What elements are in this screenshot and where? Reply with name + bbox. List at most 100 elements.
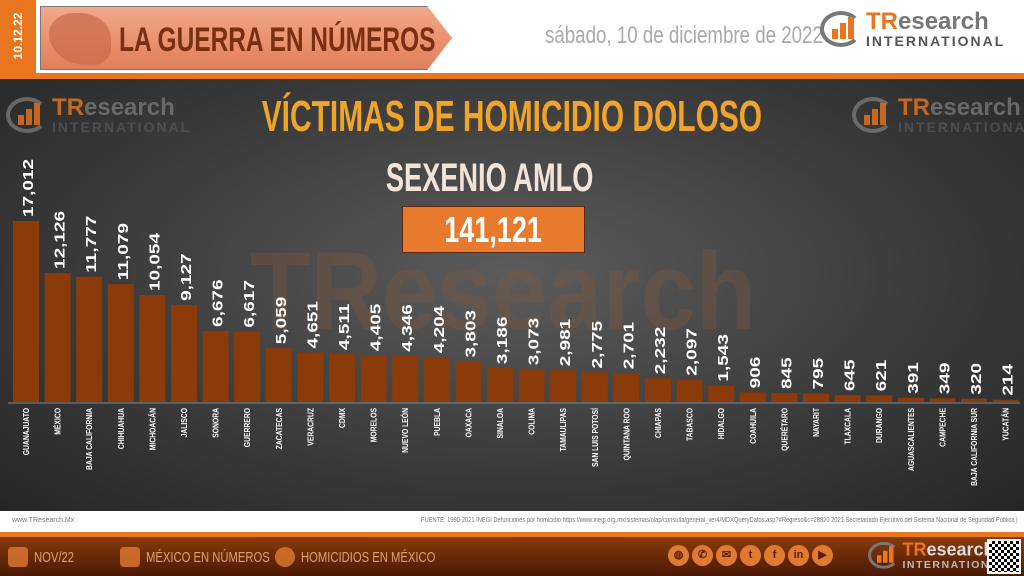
category-label: ZACATECAS — [274, 408, 284, 449]
bar — [645, 378, 671, 402]
bar — [202, 330, 229, 402]
bar — [234, 331, 261, 402]
data-label: 3,186 — [493, 317, 511, 365]
whatsapp-icon[interactable]: ✆ — [692, 545, 713, 566]
data-label: 1,543 — [714, 334, 732, 382]
category-label: TABASCO — [685, 408, 695, 441]
data-label: 621 — [872, 359, 890, 391]
bar — [171, 304, 197, 402]
data-label: 5,059 — [272, 297, 290, 345]
category-label: COAHUILA — [748, 407, 758, 443]
chart-subtitle: SEXENIO AMLO — [386, 156, 594, 200]
data-label: 4,204 — [430, 305, 448, 353]
header-date: sábado, 10 de diciembre de 2022 — [545, 22, 823, 49]
footer-item-mexico[interactable]: MÉXICO EN NÚMEROS — [120, 547, 311, 567]
data-label: 645 — [840, 359, 858, 391]
bar — [44, 272, 71, 402]
data-label: 6,676 — [208, 279, 226, 327]
chart-title: VÍCTIMAS DE HOMICIDIO DOLOSO — [261, 92, 763, 141]
bar — [834, 395, 861, 402]
category-label: MÉXICO — [53, 408, 63, 435]
bar — [76, 276, 103, 402]
data-label: 11,079 — [114, 223, 132, 280]
data-label: 4,405 — [366, 303, 384, 351]
bar — [392, 355, 419, 402]
qr-code[interactable] — [987, 539, 1021, 574]
bar — [487, 368, 513, 402]
category-label: TLAXCALA — [843, 407, 853, 444]
bar — [13, 221, 39, 402]
bar — [455, 361, 482, 402]
data-label: 795 — [809, 357, 827, 389]
linkedin-icon[interactable]: in — [788, 545, 809, 566]
data-label: 906 — [746, 357, 764, 389]
category-label: CHIHUAHUA — [116, 407, 126, 449]
footer-item-date: NOV/22 — [8, 547, 87, 567]
bar — [676, 379, 703, 402]
bar — [360, 355, 387, 402]
bar — [803, 393, 829, 402]
category-label: QUINTANA ROO — [622, 408, 632, 461]
bar — [297, 352, 324, 402]
email-icon[interactable]: ✉ — [716, 545, 737, 566]
category-label: NAYARIT — [811, 408, 821, 437]
data-label: 10,054 — [145, 232, 163, 291]
data-label: 3,073 — [524, 318, 542, 366]
bar — [139, 295, 166, 402]
data-label: 2,232 — [651, 327, 669, 375]
bar — [581, 372, 608, 402]
divider — [0, 532, 1024, 537]
bar — [866, 395, 893, 402]
category-label: TAMAULIPAS — [559, 408, 569, 452]
category-label: JALISCO — [179, 408, 189, 438]
data-label: 2,775 — [588, 320, 606, 368]
mexico-map-icon — [49, 13, 111, 65]
data-label: 320 — [967, 363, 985, 395]
bar — [929, 398, 956, 402]
data-label: 6,617 — [240, 280, 258, 328]
bar — [708, 385, 735, 402]
logo-header: TResearch INTERNATIONAL — [820, 10, 1005, 48]
footer-bar: NOV/22 MÉXICO EN NÚMEROS HOMICIDIOS EN M… — [0, 537, 1024, 576]
divider — [0, 73, 1024, 79]
chart-panel — [0, 79, 1024, 511]
category-label: SINALOA — [495, 407, 505, 438]
map-pin-icon — [120, 547, 140, 567]
data-label: 4,651 — [303, 301, 321, 349]
data-label: 2,097 — [682, 328, 700, 376]
data-label: 11,777 — [82, 216, 100, 273]
category-label: GUANAJUATO — [21, 408, 31, 455]
bar — [550, 370, 577, 402]
bar — [107, 284, 134, 402]
category-label: CHIAPAS — [653, 408, 663, 438]
globe-icon[interactable]: ◍ — [668, 545, 689, 566]
category-label: BAJA CALIFORNIA — [85, 407, 95, 470]
source-strip: www.TResearch.Mx FUENTE: 1990-2021 INEGI… — [0, 511, 1024, 532]
facebook-icon[interactable]: f — [764, 545, 785, 566]
category-label: VERACRUZ — [306, 408, 316, 446]
logo-footer: TResearch INTERNATIONAL — [868, 541, 1007, 570]
twitter-icon[interactable]: t — [740, 545, 761, 566]
category-label: CAMPECHE — [938, 408, 948, 447]
title-banner: LA GUERRA EN NÚMEROS — [40, 6, 452, 70]
data-label: 349 — [935, 363, 953, 395]
category-label: PUEBLA — [432, 407, 442, 435]
category-label: GUERRERO — [243, 408, 253, 447]
category-label: CDMX — [337, 408, 347, 428]
footer-item-homicidios[interactable]: HOMICIDIOS EN MÉXICO — [275, 547, 480, 567]
category-label: QUERÉTARO — [780, 408, 790, 451]
category-label: SAN LUIS POTOSÍ — [590, 407, 600, 467]
social-links: ◍ ✆ ✉ t f in ▶ — [668, 545, 833, 566]
youtube-icon[interactable]: ▶ — [812, 545, 833, 566]
category-label: MICHOACÁN — [148, 408, 158, 450]
data-label: 3,803 — [461, 310, 479, 358]
bar — [613, 373, 640, 402]
banner-title: LA GUERRA EN NÚMEROS — [119, 21, 436, 59]
chart-bubble-icon — [275, 547, 295, 567]
category-label: HIDALGO — [717, 408, 727, 439]
website-link[interactable]: www.TResearch.Mx — [12, 517, 75, 524]
category-label: MORELOS — [369, 408, 379, 442]
category-label: BAJA CALIFORNIA SUR — [969, 407, 979, 485]
category-label: COLIMA — [527, 407, 537, 434]
logo-watermark-left: TResearch INTERNATIONAL — [6, 96, 191, 134]
